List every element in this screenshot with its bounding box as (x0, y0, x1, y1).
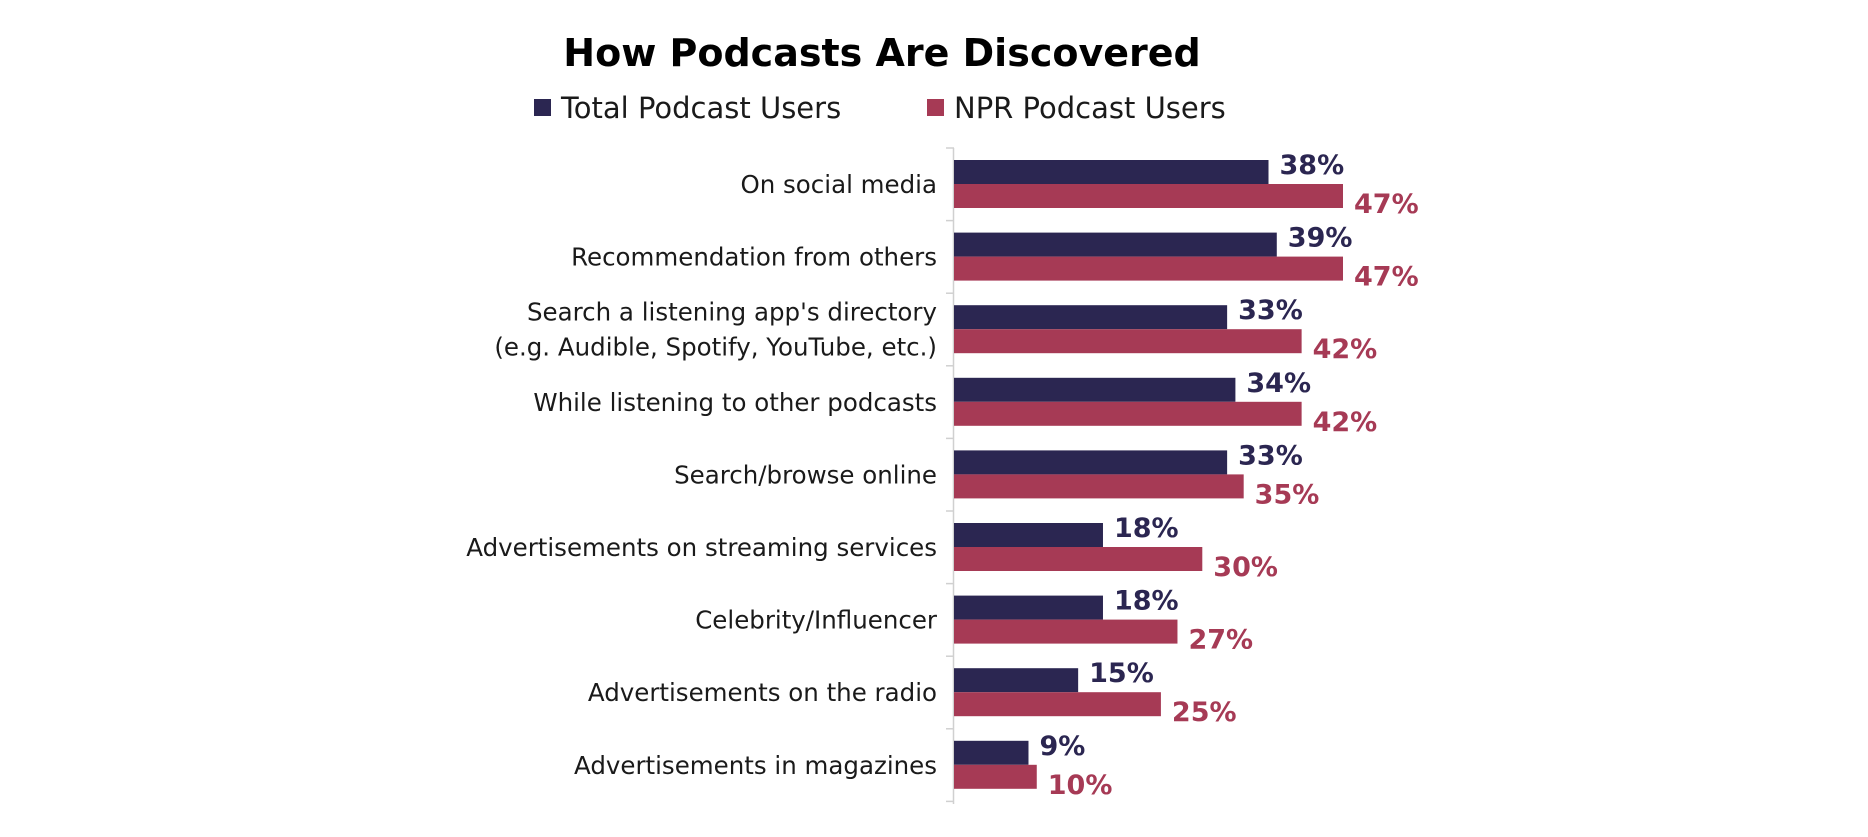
value-label-total: 38% (1280, 150, 1345, 181)
value-label-npr: 42% (1313, 334, 1378, 365)
value-label-total: 34% (1246, 368, 1311, 399)
value-label-total: 39% (1288, 223, 1353, 254)
category-labels: On social media Recommendation from other… (466, 170, 938, 780)
bar-npr (954, 256, 1343, 281)
value-label-npr: 27% (1188, 625, 1253, 656)
category-label: Search/browse online (674, 460, 937, 489)
category-label: Celebrity/Influencer (695, 606, 938, 635)
bar-npr (954, 692, 1161, 717)
bars (954, 160, 1343, 789)
bar-total (954, 305, 1228, 330)
value-label-npr: 47% (1354, 262, 1419, 293)
bar-npr (954, 184, 1343, 208)
chart-title: How Podcasts Are Discovered (563, 31, 1200, 75)
value-label-total: 18% (1114, 513, 1179, 544)
bar-total (954, 595, 1103, 620)
legend-swatch-npr (927, 99, 944, 116)
value-label-total: 33% (1238, 440, 1303, 471)
bar-npr (954, 401, 1302, 426)
bar-total (954, 160, 1269, 184)
bar-npr (954, 547, 1203, 571)
value-label-npr: 10% (1048, 770, 1113, 801)
bar-total (954, 740, 1029, 765)
category-label: (e.g. Audible, Spotify, YouTube, etc.) (494, 333, 937, 362)
bar-npr (954, 329, 1302, 354)
value-labels: 38% 47%39%47% 33% 42%34%42% 33% 35% 18% 30% 18% 2… (1039, 150, 1418, 801)
bar-npr (954, 619, 1178, 644)
bar-total (954, 232, 1277, 257)
bar-total (954, 523, 1103, 547)
value-label-total: 18% (1114, 586, 1179, 617)
bar-npr (954, 764, 1037, 789)
value-label-total: 33% (1238, 295, 1303, 326)
legend-swatch-total (534, 99, 551, 116)
value-label-npr: 30% (1213, 552, 1278, 583)
bar-npr (954, 474, 1244, 499)
value-label-total: 9% (1039, 731, 1085, 762)
bar-total (954, 450, 1228, 475)
category-label: While listening to other podcasts (533, 388, 937, 417)
legend: Total Podcast Users NPR Podcast Users (534, 91, 1226, 125)
category-label: Advertisements on the radio (588, 678, 937, 707)
category-axis (946, 147, 955, 804)
category-label: On social media (740, 170, 937, 199)
category-label: Advertisements on streaming services (466, 533, 937, 562)
bar-total (954, 668, 1079, 693)
bar-total (954, 377, 1236, 402)
category-label: Search a listening app's directory (527, 298, 937, 327)
value-label-total: 15% (1089, 658, 1154, 689)
value-label-npr: 35% (1255, 479, 1320, 510)
category-label: Advertisements in magazines (574, 751, 937, 780)
legend-label-npr: NPR Podcast Users (954, 91, 1226, 125)
value-label-npr: 25% (1172, 697, 1237, 728)
category-label: Recommendation from others (571, 243, 937, 272)
value-label-npr: 42% (1313, 407, 1378, 438)
legend-label-total: Total Podcast Users (560, 91, 841, 125)
value-label-npr: 47% (1354, 189, 1419, 220)
